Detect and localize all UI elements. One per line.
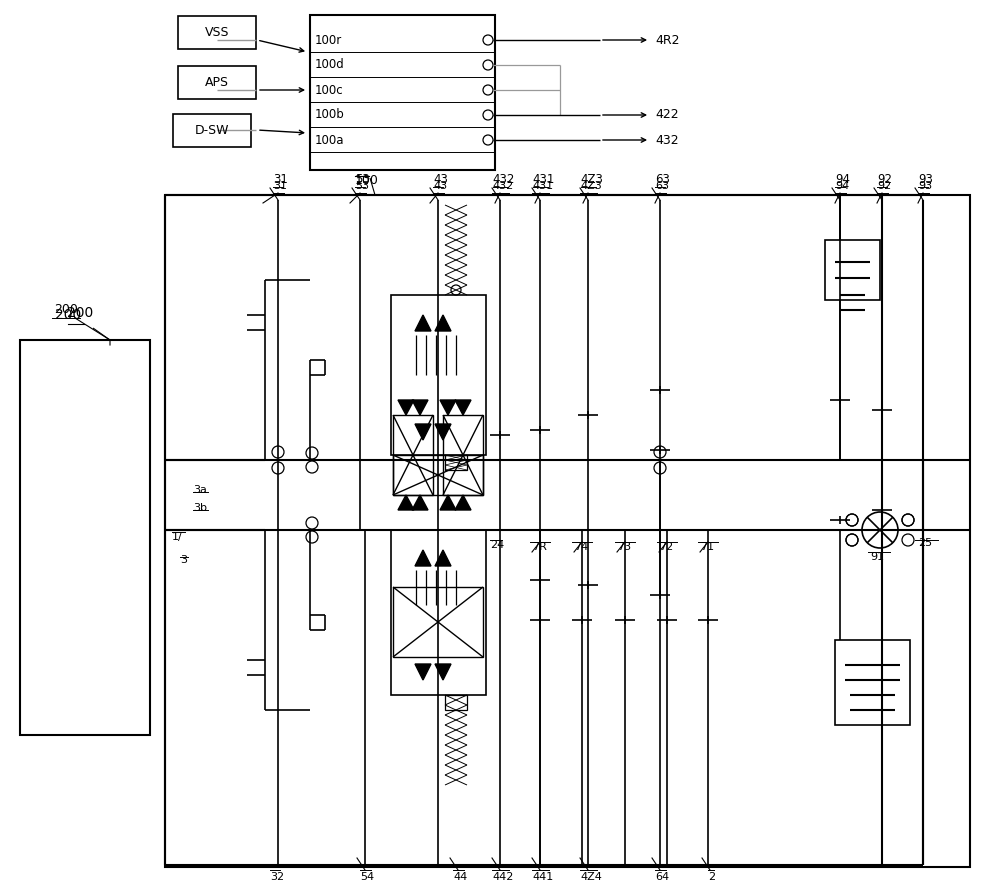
Text: 431: 431 — [532, 181, 553, 191]
Text: 73: 73 — [617, 542, 631, 552]
Text: VSS: VSS — [205, 26, 229, 39]
Text: 2: 2 — [708, 872, 715, 882]
Text: 94: 94 — [835, 181, 849, 191]
Text: 3: 3 — [180, 555, 187, 565]
Text: 93: 93 — [918, 173, 933, 186]
Polygon shape — [412, 495, 428, 510]
Text: 4Z3: 4Z3 — [580, 181, 602, 191]
Polygon shape — [455, 400, 471, 415]
Text: 431: 431 — [532, 173, 555, 186]
Polygon shape — [435, 664, 451, 680]
Bar — [445, 455, 467, 470]
Bar — [310, 15, 495, 170]
Text: 31: 31 — [273, 181, 287, 191]
Polygon shape — [435, 550, 451, 566]
Text: 442: 442 — [492, 872, 513, 882]
Text: 63: 63 — [655, 181, 669, 191]
Text: 32: 32 — [270, 872, 284, 882]
Text: D-SW: D-SW — [195, 124, 229, 136]
Text: 200: 200 — [55, 308, 81, 322]
Polygon shape — [435, 424, 451, 440]
Text: 43: 43 — [433, 173, 448, 186]
Polygon shape — [412, 400, 428, 415]
Text: 100b: 100b — [315, 109, 345, 121]
Bar — [393, 455, 483, 495]
Text: 422: 422 — [655, 109, 679, 121]
Polygon shape — [415, 664, 431, 680]
Text: 94: 94 — [835, 173, 850, 186]
Text: 53: 53 — [355, 173, 370, 186]
Bar — [445, 695, 467, 710]
Text: 71: 71 — [700, 542, 714, 552]
Text: APS: APS — [205, 75, 229, 89]
Text: 7R: 7R — [532, 542, 547, 552]
Polygon shape — [440, 495, 456, 510]
Polygon shape — [398, 495, 414, 510]
Text: 100: 100 — [355, 174, 379, 187]
Text: 91: 91 — [870, 552, 884, 562]
Bar — [178, 66, 256, 99]
Text: 200: 200 — [54, 303, 78, 316]
Text: 432: 432 — [492, 181, 513, 191]
Text: 44: 44 — [453, 872, 467, 882]
Bar — [178, 16, 256, 49]
Polygon shape — [435, 315, 451, 331]
Polygon shape — [440, 400, 456, 415]
Text: 63: 63 — [655, 173, 670, 186]
Polygon shape — [415, 550, 431, 566]
Text: 441: 441 — [532, 872, 553, 882]
Text: 100c: 100c — [315, 83, 344, 96]
Text: 432: 432 — [492, 173, 515, 186]
Text: 432: 432 — [655, 134, 679, 147]
Text: 25: 25 — [918, 538, 932, 548]
Text: 3a: 3a — [193, 485, 207, 495]
Polygon shape — [455, 495, 471, 510]
Bar — [391, 295, 486, 455]
Text: 4R2: 4R2 — [655, 34, 680, 47]
Text: 64: 64 — [655, 872, 669, 882]
Text: 92: 92 — [877, 173, 892, 186]
Text: 72: 72 — [659, 542, 673, 552]
Bar — [443, 415, 483, 495]
Text: 53: 53 — [355, 181, 369, 191]
Polygon shape — [415, 424, 431, 440]
Text: 93: 93 — [918, 181, 932, 191]
Bar — [393, 415, 433, 495]
Bar — [165, 195, 970, 867]
Text: 4Z3: 4Z3 — [580, 173, 603, 186]
Text: 54: 54 — [360, 872, 374, 882]
Text: 31: 31 — [273, 173, 288, 186]
Bar — [391, 530, 486, 695]
Text: 100r: 100r — [315, 34, 342, 47]
Bar — [173, 114, 251, 147]
Text: 74: 74 — [574, 542, 588, 552]
Text: 92: 92 — [877, 181, 891, 191]
Text: 4Z4: 4Z4 — [580, 872, 602, 882]
Text: 3b: 3b — [193, 503, 207, 513]
Polygon shape — [398, 400, 414, 415]
Text: 24: 24 — [490, 540, 504, 550]
Text: 100d: 100d — [315, 58, 345, 72]
Text: 43: 43 — [433, 181, 447, 191]
Text: 100a: 100a — [315, 134, 344, 147]
Text: 200: 200 — [67, 306, 93, 320]
Bar — [20, 340, 150, 735]
Polygon shape — [415, 315, 431, 331]
Bar — [825, 240, 880, 300]
Text: 1/: 1/ — [172, 532, 183, 542]
Bar — [835, 640, 910, 725]
Bar — [393, 587, 483, 657]
